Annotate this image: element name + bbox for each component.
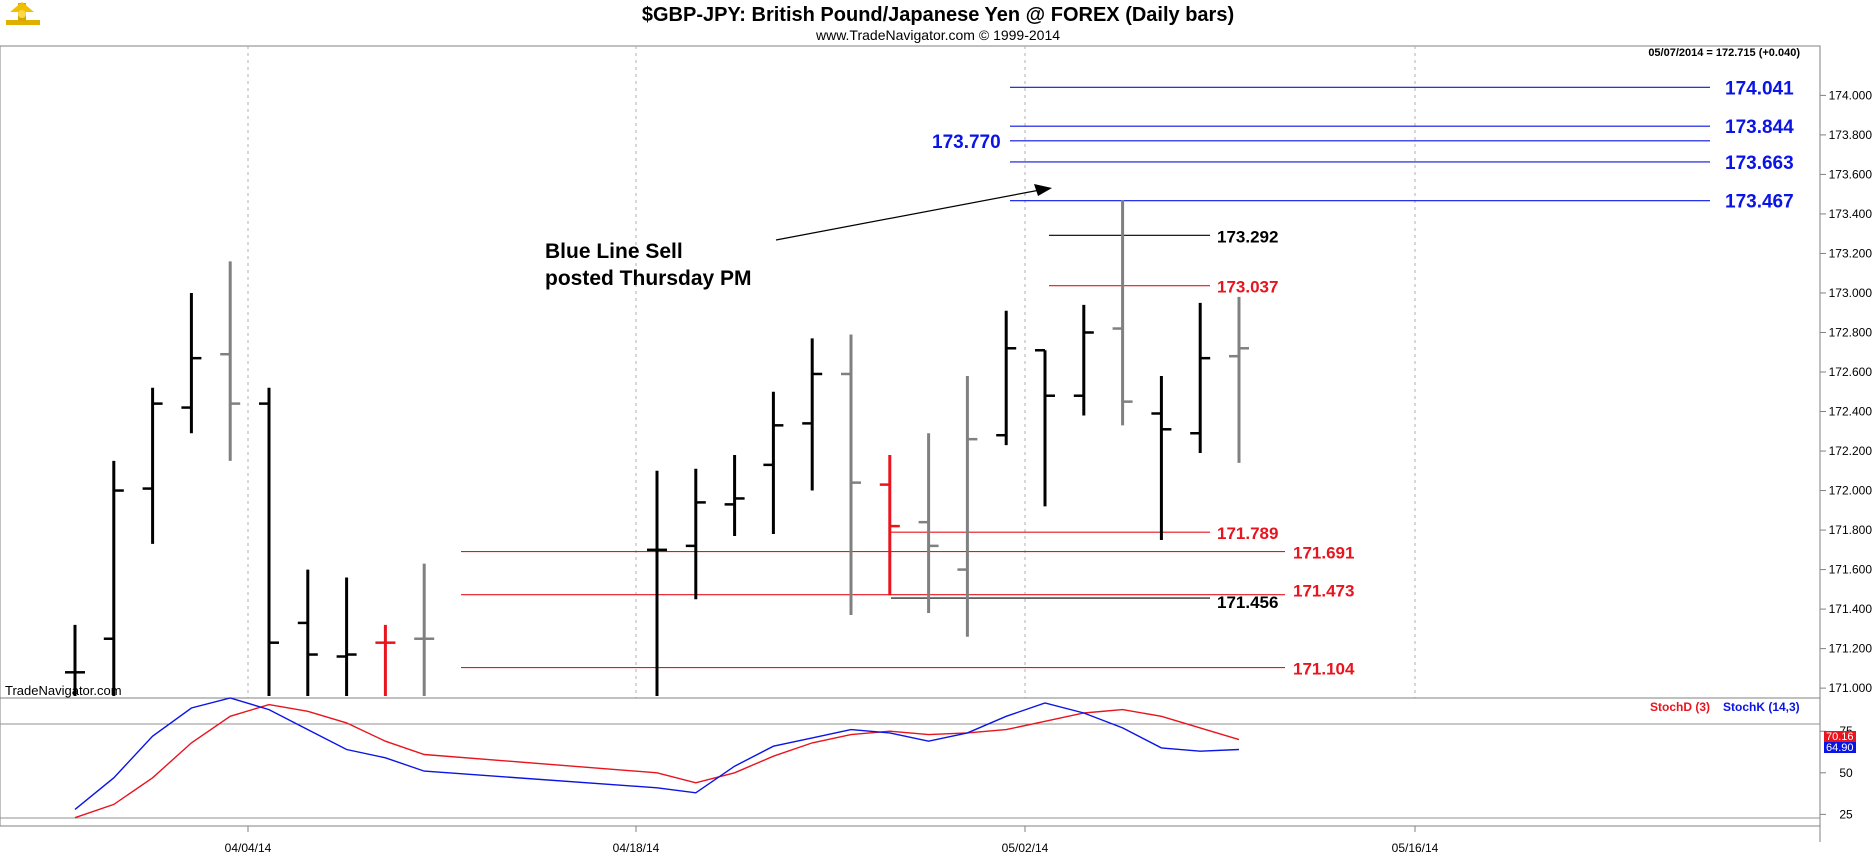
level-label: 173.844	[1725, 117, 1794, 138]
y-tick-label: 174.000	[1829, 88, 1873, 102]
chart-subtitle: www.TradeNavigator.com © 1999-2014	[815, 27, 1060, 43]
y-tick-label: 172.000	[1829, 484, 1873, 498]
ohlc-bar	[996, 310, 1017, 446]
ohlc-bar	[724, 454, 745, 536]
stoch-series-d	[74, 703, 1240, 819]
y-tick-label: 171.200	[1829, 642, 1873, 656]
annotation-line-1: Blue Line Sell	[545, 240, 683, 263]
ohlc-bar	[220, 261, 241, 461]
y-tick-label: 171.400	[1829, 602, 1873, 616]
stoch-tick-label: 25	[1839, 807, 1853, 821]
y-tick-label: 171.800	[1829, 523, 1873, 537]
ohlc-bar	[841, 334, 861, 616]
ohlc-bar	[336, 577, 357, 696]
ohlc-bar	[1073, 304, 1094, 416]
ohlc-bar	[957, 375, 978, 637]
y-axis-ticks: 171.000 171.200 171.400 171.600 171.800 172.0…	[1820, 88, 1872, 695]
y-tick-label: 173.400	[1829, 207, 1873, 221]
y-tick-label: 171.000	[1829, 681, 1873, 695]
ohlc-bar	[259, 387, 279, 696]
y-tick-label: 173.000	[1829, 286, 1873, 300]
ohlc-bar	[65, 624, 85, 696]
price-levels: 174.041 173.844 173.770 173.663 173.467 173.2…	[461, 78, 1794, 679]
stoch-y-ticks: 255075	[1820, 724, 1853, 821]
x-tick-label: 04/04/14	[225, 841, 272, 855]
ohlc-bar	[1190, 302, 1211, 454]
ohlc-bar	[763, 391, 784, 535]
logo-icon	[6, 2, 40, 25]
y-tick-label: 173.600	[1829, 167, 1873, 181]
ohlc-bar	[647, 470, 667, 696]
y-tick-label: 173.200	[1829, 246, 1873, 260]
x-tick-label: 04/18/14	[613, 841, 660, 855]
chart-title: $GBP-JPY: British Pound/Japanese Yen @ F…	[642, 4, 1234, 26]
x-axis-ticks: 04/04/14 04/18/14 05/02/14 05/16/14	[225, 826, 1439, 855]
annotation-line-2: posted Thursday PM	[545, 267, 752, 290]
ohlc-bar	[1229, 296, 1249, 463]
ohlc-bars	[65, 200, 1249, 696]
stoch-series-k	[74, 697, 1240, 810]
ohlc-bar	[802, 338, 823, 491]
level-label: 171.104	[1293, 660, 1355, 679]
legend-stochd: StochD (3)	[1650, 700, 1710, 714]
stoch-panel: 255075 StochD (3) StochK (14,3) 70.16 64…	[0, 697, 1856, 827]
y-tick-label: 172.800	[1829, 325, 1873, 339]
level-label: 174.041	[1725, 78, 1794, 99]
stoch-lines	[74, 697, 1240, 819]
ohlc-bar	[918, 433, 939, 614]
ohlc-bar	[375, 624, 396, 696]
y-tick-label: 173.800	[1829, 128, 1873, 142]
ohlc-bar	[414, 563, 435, 696]
ohlc-bar	[103, 460, 124, 696]
level-label: 171.456	[1217, 593, 1278, 612]
y-tick-label: 171.600	[1829, 563, 1873, 577]
level-label: 171.789	[1217, 524, 1278, 543]
price-readout: 05/07/2014 = 172.715 (+0.040)	[1648, 47, 1800, 59]
stochk-value-badge	[1824, 742, 1856, 753]
level-label: 173.467	[1725, 192, 1794, 213]
stoch-tick-label: 50	[1839, 766, 1853, 780]
level-label: 173.770	[932, 132, 1001, 153]
level-label: 173.292	[1217, 227, 1278, 246]
y-tick-label: 172.400	[1829, 405, 1873, 419]
stochd-value: 70.16	[1826, 731, 1854, 743]
ohlc-bar	[142, 387, 163, 544]
ohlc-bar	[1151, 375, 1172, 540]
price-panel: 171.000 171.200 171.400 171.600 171.800 172.0…	[0, 45, 1872, 842]
y-tick-label: 172.200	[1829, 444, 1873, 458]
annotation-arrow	[775, 184, 1052, 241]
level-label: 173.037	[1217, 278, 1278, 297]
ohlc-bar	[1112, 200, 1133, 426]
level-label: 171.691	[1293, 544, 1354, 563]
level-label: 173.663	[1725, 153, 1794, 174]
y-tick-label: 172.600	[1829, 365, 1873, 379]
level-label: 171.473	[1293, 582, 1354, 601]
stochd-value-badge	[1824, 731, 1856, 742]
legend-stochk: StochK (14,3)	[1723, 700, 1800, 714]
ohlc-bar	[685, 468, 706, 600]
ohlc-bar	[879, 454, 900, 596]
ohlc-bar	[181, 292, 202, 434]
watermark: TradeNavigator.com	[5, 683, 122, 698]
x-tick-label: 05/16/14	[1392, 841, 1439, 855]
ohlc-bar	[297, 569, 318, 696]
x-tick-label: 05/02/14	[1002, 841, 1049, 855]
stochk-value: 64.90	[1826, 742, 1854, 754]
ohlc-bar	[1035, 349, 1055, 507]
